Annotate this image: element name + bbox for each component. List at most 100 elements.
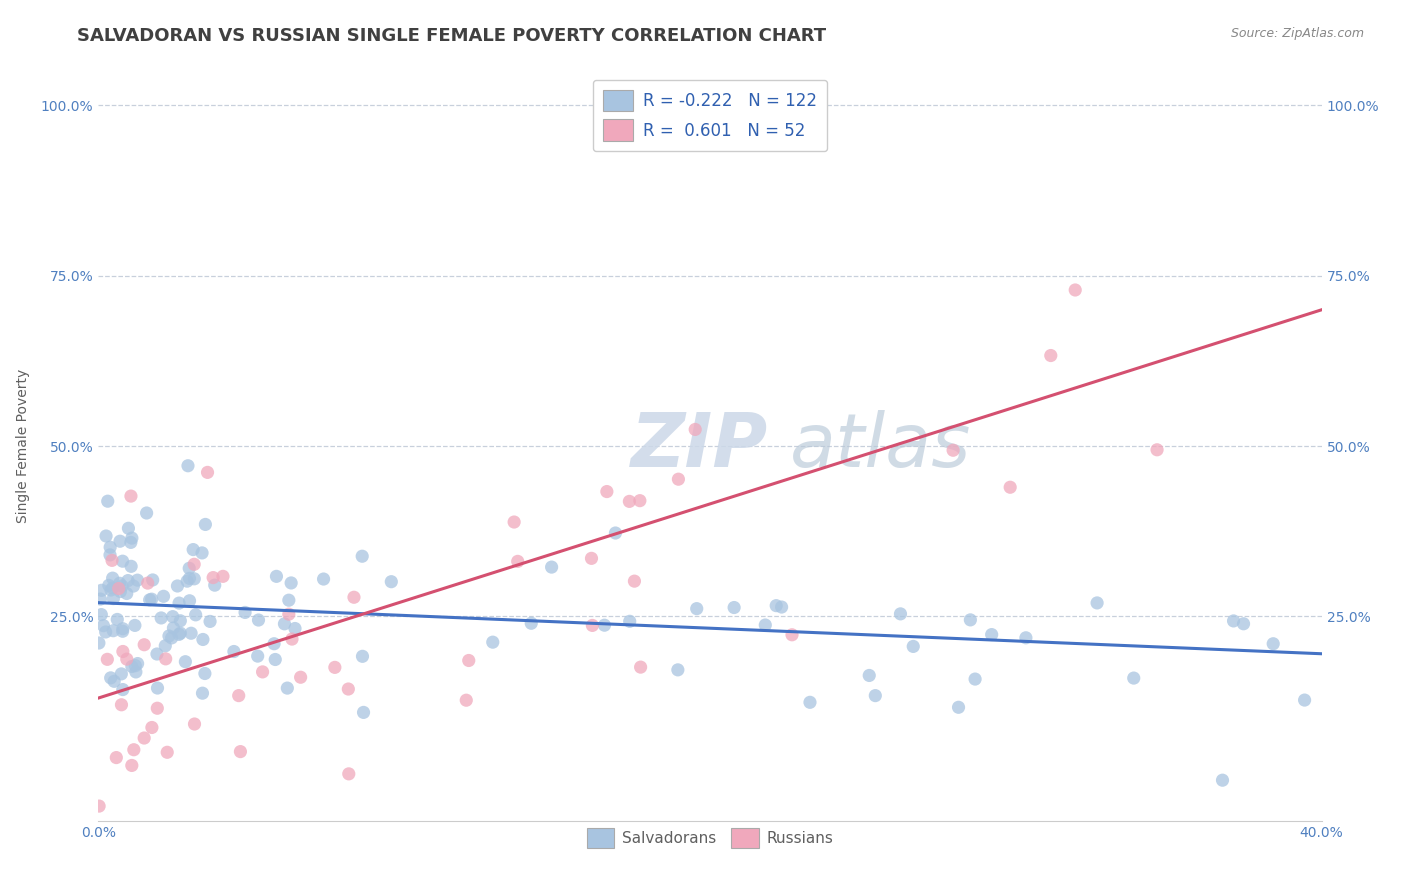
Point [1211, 773, 1233, 788]
Point [353, 706, 375, 720]
Point [337, 681, 360, 696]
Point [503, 515, 526, 529]
Point [1085, 596, 1108, 610]
Point [121, 531, 143, 545]
Point [280, 576, 302, 591]
Point [157, 629, 180, 643]
Point [202, 571, 225, 585]
Point [343, 591, 366, 605]
Point [780, 628, 803, 642]
Point [138, 592, 160, 607]
Point [136, 576, 159, 591]
Point [87, 636, 110, 650]
Point [183, 717, 205, 731]
Point [169, 614, 191, 628]
Point [191, 632, 214, 647]
Point [1146, 442, 1168, 457]
Point [1064, 283, 1087, 297]
Point [628, 493, 651, 508]
Text: Source: ZipAtlas.com: Source: ZipAtlas.com [1230, 27, 1364, 40]
Point [122, 743, 145, 757]
Point [352, 549, 374, 564]
Point [980, 627, 1002, 641]
Point [90, 607, 112, 622]
Point [1222, 614, 1244, 628]
Point [630, 660, 652, 674]
Point [481, 635, 503, 649]
Point [111, 622, 134, 636]
Point [108, 534, 131, 549]
Point [134, 638, 156, 652]
Text: SALVADORAN VS RUSSIAN SINGLE FEMALE POVERTY CORRELATION CHART: SALVADORAN VS RUSSIAN SINGLE FEMALE POVE… [77, 27, 827, 45]
Point [212, 569, 235, 583]
Point [191, 686, 214, 700]
Point [596, 484, 619, 499]
Point [97, 494, 120, 508]
Point [181, 542, 204, 557]
Point [277, 593, 299, 607]
Point [457, 653, 479, 667]
Point [120, 559, 142, 574]
Point [581, 551, 603, 566]
Point [273, 616, 295, 631]
Point [1122, 671, 1144, 685]
Point [101, 553, 124, 567]
Point [284, 622, 307, 636]
Point [965, 672, 987, 686]
Point [155, 639, 177, 653]
Point [942, 443, 965, 458]
Point [1039, 349, 1062, 363]
Point [110, 666, 132, 681]
Point [121, 758, 143, 772]
Point [124, 618, 146, 632]
Point [198, 615, 221, 629]
Point [222, 644, 245, 658]
Point [96, 652, 118, 666]
Point [135, 506, 157, 520]
Point [903, 640, 925, 654]
Point [184, 607, 207, 622]
Point [110, 698, 132, 712]
Point [166, 579, 188, 593]
Point [121, 659, 143, 673]
Point [98, 548, 121, 562]
Point [103, 624, 125, 638]
Point [90, 583, 112, 598]
Point [179, 561, 201, 575]
Point [623, 574, 645, 589]
Point [865, 689, 887, 703]
Point [619, 494, 641, 508]
Point [180, 626, 202, 640]
Point [103, 591, 125, 606]
Point [593, 618, 616, 632]
Point [141, 721, 163, 735]
Point [141, 592, 163, 607]
Point [266, 569, 288, 583]
Point [111, 644, 134, 658]
Point [290, 670, 312, 684]
Point [105, 612, 128, 626]
Point [889, 607, 911, 621]
Point [619, 615, 641, 629]
Point [146, 681, 169, 695]
Point [174, 655, 197, 669]
Point [167, 627, 190, 641]
Text: ZIP: ZIP [630, 409, 768, 483]
Point [228, 689, 250, 703]
Point [264, 652, 287, 666]
Point [183, 572, 205, 586]
Point [959, 613, 981, 627]
Point [167, 596, 190, 610]
Point [120, 489, 142, 503]
Point [247, 613, 270, 627]
Point [127, 657, 149, 671]
Point [204, 578, 226, 592]
Point [179, 594, 201, 608]
Point [111, 682, 134, 697]
Point [194, 517, 217, 532]
Point [162, 621, 184, 635]
Point [101, 571, 124, 585]
Point [122, 579, 145, 593]
Point [666, 663, 689, 677]
Point [352, 649, 374, 664]
